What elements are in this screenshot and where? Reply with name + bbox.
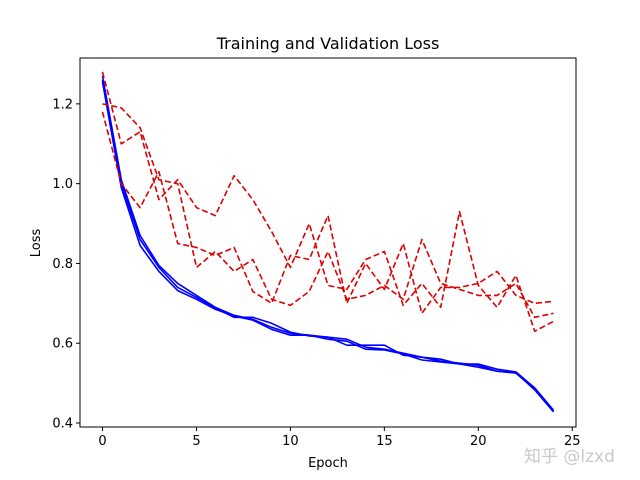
x-axis-label: Epoch: [308, 456, 348, 471]
y-tick-label: 1.2: [52, 97, 73, 112]
y-tick-label: 1.0: [52, 177, 73, 192]
validation-loss-line-4: [101, 71, 554, 333]
y-tick-label: 0.4: [52, 417, 73, 432]
plot-frame: [79, 57, 577, 428]
x-tick-label: 5: [192, 434, 200, 449]
training-loss-line-2: [101, 79, 555, 411]
x-tick-label: 25: [564, 434, 581, 449]
validation-loss-line-5: [101, 111, 554, 315]
x-tick-label: 15: [376, 434, 393, 449]
training-loss-line-3: [101, 81, 555, 413]
training-loss-line-1: [101, 75, 555, 412]
x-tick-label: 10: [282, 434, 299, 449]
watermark: 知乎 @lzxd: [524, 447, 615, 467]
chart-title: Training and Validation Loss: [216, 34, 440, 53]
plot-lines: [101, 71, 555, 413]
x-tick-label: 20: [470, 434, 487, 449]
x-tick-label: 0: [98, 434, 106, 449]
y-axis-label: Loss: [29, 229, 44, 258]
x-axis-ticks: 0 5 10 15 20 25: [98, 427, 581, 449]
validation-loss-line-6: [102, 103, 554, 319]
y-tick-label: 0.8: [52, 257, 73, 272]
y-tick-label: 0.6: [52, 337, 73, 352]
y-axis-ticks: 0.4 0.6 0.8 1.0 1.2: [52, 97, 80, 432]
